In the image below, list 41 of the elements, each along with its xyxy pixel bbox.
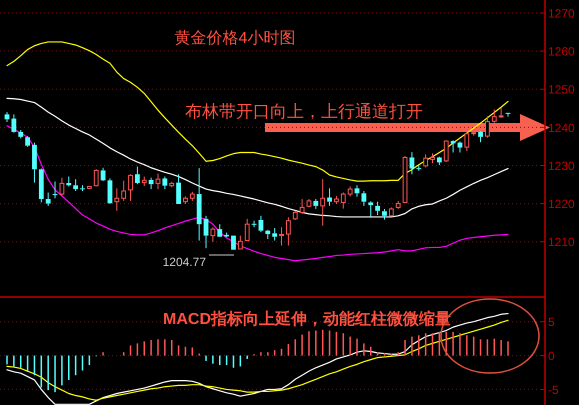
candlestick	[4, 112, 10, 123]
y-tick-label: 1240	[548, 120, 576, 135]
candlestick	[148, 177, 154, 190]
candlestick	[196, 168, 202, 242]
candlestick	[279, 226, 284, 246]
candlestick	[25, 136, 30, 148]
candlestick	[46, 192, 51, 206]
candlestick	[313, 198, 318, 210]
y-tick-label: 1250	[548, 82, 576, 97]
candlestick	[492, 108, 497, 124]
y-tick-label: 1220	[548, 197, 576, 212]
y-tick-label: 0	[548, 349, 555, 364]
y-tick-label: 1270	[548, 6, 576, 20]
line-series	[6, 98, 509, 218]
candlestick	[478, 130, 483, 143]
candlestick	[464, 128, 470, 152]
y-tick-label: 1260	[548, 44, 576, 59]
candlestick	[327, 188, 332, 206]
y-tick-label: 1210	[548, 235, 576, 250]
candlestick	[258, 215, 264, 233]
y-tick-label: -5	[548, 382, 559, 397]
y-tick-label: 5	[548, 315, 555, 330]
candlestick	[162, 176, 168, 190]
candlestick	[375, 201, 380, 216]
candlestick	[52, 180, 58, 199]
candlestick	[108, 178, 112, 204]
annotation: 1204.77	[162, 255, 206, 269]
annotation: 布林带开口向上，上行通道打开	[185, 102, 423, 121]
candlestick	[416, 164, 422, 172]
candlestick	[272, 227, 278, 242]
text: 黄金价格4小时图	[174, 29, 296, 47]
candlestick	[361, 190, 366, 206]
candlestick	[32, 142, 37, 184]
candlestick	[38, 168, 44, 203]
candlestick	[436, 156, 442, 166]
candlestick	[18, 130, 24, 139]
candlestick	[73, 178, 78, 192]
candlestick	[410, 152, 414, 175]
candlestick	[204, 215, 208, 249]
candlestick	[320, 178, 326, 226]
y-tick-label: 1230	[548, 158, 576, 173]
